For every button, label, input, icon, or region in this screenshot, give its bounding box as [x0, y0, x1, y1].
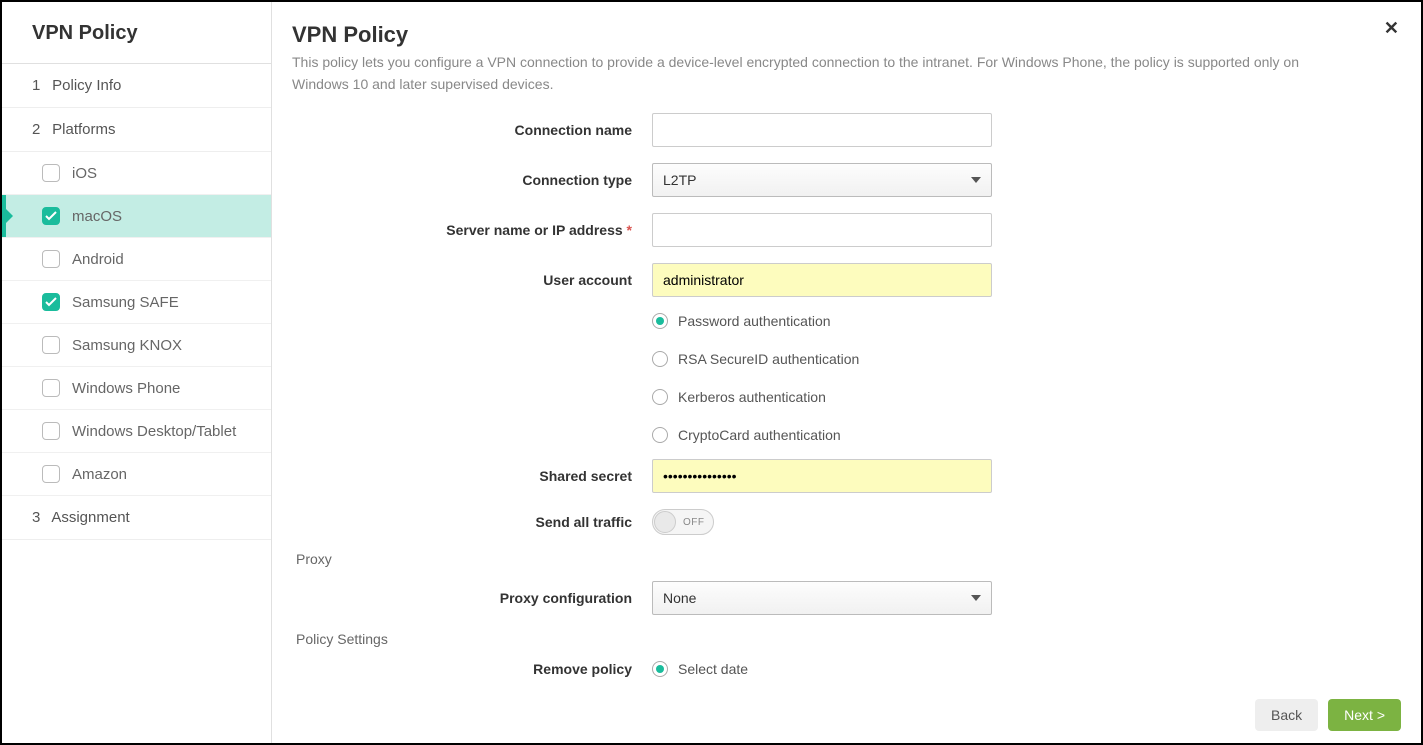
sidebar-title: VPN Policy [2, 2, 271, 64]
back-button[interactable]: Back [1255, 699, 1318, 731]
platform-item-windows-desktop-tablet[interactable]: Windows Desktop/Tablet [2, 410, 271, 453]
toggle-label: OFF [683, 517, 705, 528]
page-description: This policy lets you configure a VPN con… [292, 52, 1302, 95]
checkbox-icon[interactable] [42, 207, 60, 225]
platform-item-amazon[interactable]: Amazon [2, 453, 271, 496]
sidebar: VPN Policy 1 Policy Info 2 Platforms iOS… [2, 2, 272, 743]
nav-step-assignment[interactable]: 3 Assignment [2, 496, 271, 540]
label-user-account: User account [292, 272, 652, 288]
radio-icon [652, 351, 668, 367]
radio-icon [652, 389, 668, 405]
remove-policy-select-date[interactable]: Select date [652, 661, 748, 677]
connection-type-select[interactable]: L2TP [652, 163, 992, 197]
radio-icon [652, 313, 668, 329]
platform-item-ios[interactable]: iOS [2, 152, 271, 195]
checkbox-icon[interactable] [42, 336, 60, 354]
label-shared-secret: Shared secret [292, 468, 652, 484]
auth-option-1[interactable]: RSA SecureID authentication [652, 351, 859, 367]
chevron-down-icon [971, 177, 981, 183]
step-label: Assignment [51, 509, 129, 526]
auth-radio-group: Password authentication RSA SecureID auth… [652, 313, 859, 443]
radio-label: CryptoCard authentication [678, 427, 841, 443]
step-label: Policy Info [52, 77, 121, 94]
platform-item-android[interactable]: Android [2, 238, 271, 281]
checkbox-icon[interactable] [42, 293, 60, 311]
select-value: L2TP [663, 172, 696, 188]
auth-option-3[interactable]: CryptoCard authentication [652, 427, 859, 443]
platform-label: Android [72, 251, 124, 268]
label-connection-name: Connection name [292, 122, 652, 138]
label-proxy-config: Proxy configuration [292, 590, 652, 606]
label-server: Server name or IP address * [292, 222, 652, 238]
label-send-all-traffic: Send all traffic [292, 514, 652, 530]
checkbox-icon[interactable] [42, 379, 60, 397]
step-label: Platforms [52, 121, 115, 138]
auth-option-0[interactable]: Password authentication [652, 313, 859, 329]
required-marker: * [627, 222, 632, 238]
next-button[interactable]: Next > [1328, 699, 1401, 731]
step-number: 1 [32, 77, 48, 94]
footer: Back Next > [1255, 699, 1401, 731]
server-input[interactable] [652, 213, 992, 247]
platform-label: macOS [72, 208, 122, 225]
platform-list: iOS macOS Android Samsung SAFE Samsung KNOX W… [2, 152, 271, 496]
checkbox-icon[interactable] [42, 422, 60, 440]
user-account-input[interactable] [652, 263, 992, 297]
nav-step-policy-info[interactable]: 1 Policy Info [2, 64, 271, 108]
chevron-down-icon [971, 595, 981, 601]
nav-step-platforms[interactable]: 2 Platforms [2, 108, 271, 152]
section-policy-settings: Policy Settings [296, 631, 1391, 647]
auth-option-2[interactable]: Kerberos authentication [652, 389, 859, 405]
platform-label: Windows Desktop/Tablet [72, 423, 236, 440]
platform-item-samsung-knox[interactable]: Samsung KNOX [2, 324, 271, 367]
step-number: 3 [32, 509, 48, 526]
radio-icon [652, 661, 668, 677]
section-proxy: Proxy [296, 551, 1391, 567]
main-panel: ✕ VPN Policy This policy lets you config… [272, 2, 1421, 743]
radio-label: RSA SecureID authentication [678, 351, 859, 367]
radio-icon [652, 427, 668, 443]
proxy-config-select[interactable]: None [652, 581, 992, 615]
checkbox-icon[interactable] [42, 250, 60, 268]
platform-label: iOS [72, 165, 97, 182]
label-remove-policy: Remove policy [292, 661, 652, 677]
send-all-traffic-toggle[interactable]: OFF [652, 509, 714, 535]
platform-label: Samsung SAFE [72, 294, 179, 311]
radio-label: Password authentication [678, 313, 831, 329]
shared-secret-input[interactable] [652, 459, 992, 493]
platform-label: Windows Phone [72, 380, 180, 397]
platform-item-samsung-safe[interactable]: Samsung SAFE [2, 281, 271, 324]
connection-name-input[interactable] [652, 113, 992, 147]
checkbox-icon[interactable] [42, 164, 60, 182]
radio-label: Kerberos authentication [678, 389, 826, 405]
platform-item-macos[interactable]: macOS [2, 195, 271, 238]
step-number: 2 [32, 121, 48, 138]
platform-label: Samsung KNOX [72, 337, 182, 354]
select-value: None [663, 590, 696, 606]
toggle-knob [654, 511, 676, 533]
close-icon[interactable]: ✕ [1384, 18, 1399, 39]
checkbox-icon[interactable] [42, 465, 60, 483]
label-connection-type: Connection type [292, 172, 652, 188]
platform-label: Amazon [72, 466, 127, 483]
radio-label: Select date [678, 661, 748, 677]
platform-item-windows-phone[interactable]: Windows Phone [2, 367, 271, 410]
page-title: VPN Policy [292, 22, 1391, 48]
